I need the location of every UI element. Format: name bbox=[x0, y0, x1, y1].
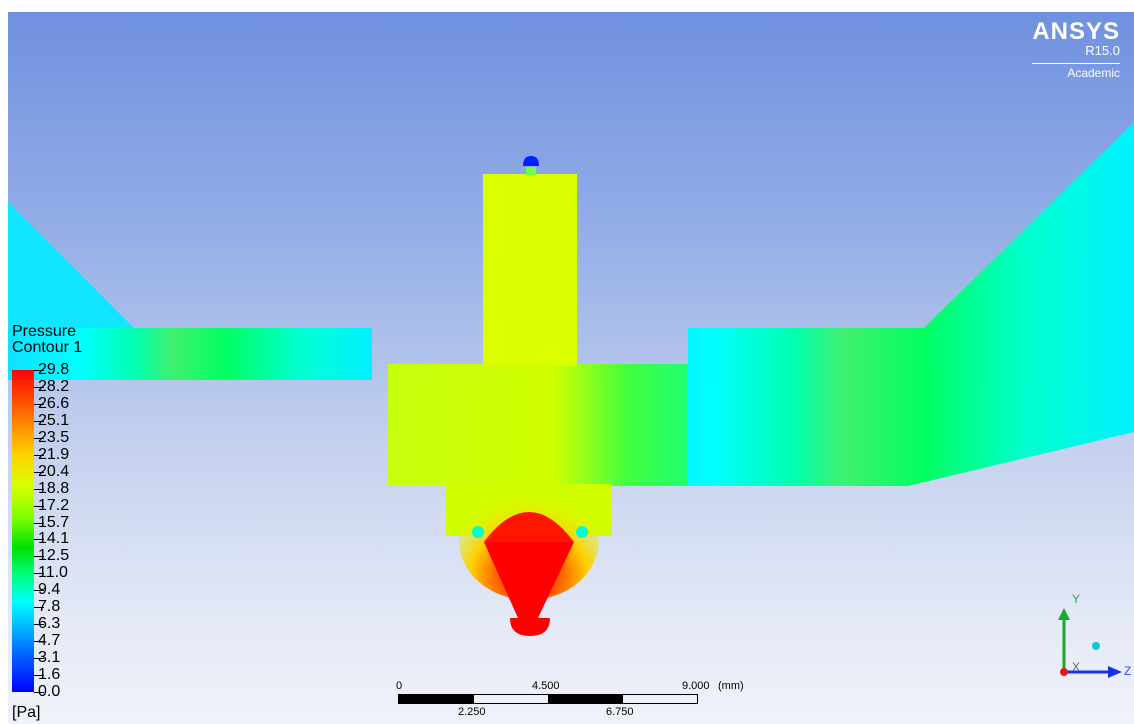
scale-bottom-label-0: 2.250 bbox=[458, 706, 486, 718]
legend-tick-label: 4.7 bbox=[38, 632, 61, 650]
graphics-viewport[interactable]: ANSYS R15.0 Academic Pressure Contour 1 … bbox=[8, 12, 1134, 724]
legend-tick-label: 23.5 bbox=[38, 428, 70, 446]
scale-bar-segment bbox=[548, 695, 623, 703]
color-legend-ramp bbox=[12, 370, 34, 692]
legend-tick-label: 3.1 bbox=[38, 649, 61, 667]
axis-triad-graphic bbox=[1058, 608, 1122, 678]
legend-tick-label: 12.5 bbox=[38, 547, 70, 565]
legend-tick bbox=[34, 454, 44, 456]
legend-tick bbox=[34, 471, 44, 473]
legend-unit: [Pa] bbox=[12, 704, 41, 721]
legend-tick bbox=[34, 539, 44, 541]
legend-tick-label: 28.2 bbox=[38, 377, 70, 395]
legend-tick-label: 15.7 bbox=[38, 513, 70, 531]
legend-tick bbox=[34, 437, 44, 439]
axis-triad[interactable]: Y X Z bbox=[1050, 592, 1134, 692]
axis-x-label: X bbox=[1072, 660, 1081, 674]
scale-unit: (mm) bbox=[718, 680, 744, 692]
legend-tick-label: 20.4 bbox=[38, 462, 70, 480]
scale-top-label-1: 4.500 bbox=[532, 680, 560, 692]
legend-tick-label: 7.8 bbox=[38, 598, 61, 616]
legend-tick bbox=[34, 641, 44, 643]
legend-tick bbox=[34, 522, 44, 524]
scale-bar-graphic bbox=[398, 694, 698, 704]
legend-tick bbox=[34, 556, 44, 558]
legend-tick-label: 26.6 bbox=[38, 394, 70, 412]
scale-bar-segment bbox=[399, 695, 474, 703]
legend-tick bbox=[34, 488, 44, 490]
logo-brand: ANSYS bbox=[1032, 18, 1120, 45]
legend-tick bbox=[34, 420, 44, 422]
legend-tick bbox=[34, 505, 44, 507]
legend-tick-label: 14.1 bbox=[38, 530, 70, 548]
axis-z-label: Z bbox=[1124, 664, 1132, 678]
legend-tick bbox=[34, 624, 44, 626]
legend-tick bbox=[34, 370, 44, 371]
legend-tick-label: 18.8 bbox=[38, 479, 70, 497]
legend-tick-label: 9.4 bbox=[38, 581, 61, 599]
legend-tick-label: 25.1 bbox=[38, 411, 70, 429]
axis-y-label: Y bbox=[1072, 592, 1081, 606]
legend-tick bbox=[34, 386, 44, 388]
legend-tick-label: 21.9 bbox=[38, 445, 70, 463]
legend-tick-label: 1.6 bbox=[38, 666, 61, 684]
scale-top-label-2: 9.000 bbox=[682, 680, 710, 692]
legend-tick bbox=[34, 658, 44, 660]
legend-tick bbox=[34, 692, 44, 693]
logo-edition: Academic bbox=[1032, 63, 1120, 80]
ansys-logo: ANSYS R15.0 Academic bbox=[1032, 20, 1120, 80]
legend-tick-label: 17.2 bbox=[38, 496, 70, 514]
legend-tick bbox=[34, 607, 44, 609]
legend-title-line2: Contour 1 bbox=[12, 339, 83, 356]
legend-tick bbox=[34, 573, 44, 575]
legend-tick-label: 11.0 bbox=[38, 564, 68, 582]
scale-top-label-0: 0 bbox=[396, 680, 403, 692]
pressure-contour-plot bbox=[8, 122, 1134, 636]
legend-tick bbox=[34, 403, 44, 405]
legend-tick-label: 6.3 bbox=[38, 615, 61, 633]
scale-bottom-label-1: 6.750 bbox=[606, 706, 634, 718]
legend-tick-label: 29.8 bbox=[38, 361, 70, 378]
legend-title: Pressure Contour 1 bbox=[12, 324, 82, 356]
legend-tick bbox=[34, 590, 44, 592]
legend-title-line1: Pressure bbox=[12, 323, 77, 340]
legend-tick bbox=[34, 675, 44, 677]
legend-tick-label: 0.0 bbox=[38, 683, 61, 700]
logo-version: R15.0 bbox=[1085, 43, 1120, 58]
